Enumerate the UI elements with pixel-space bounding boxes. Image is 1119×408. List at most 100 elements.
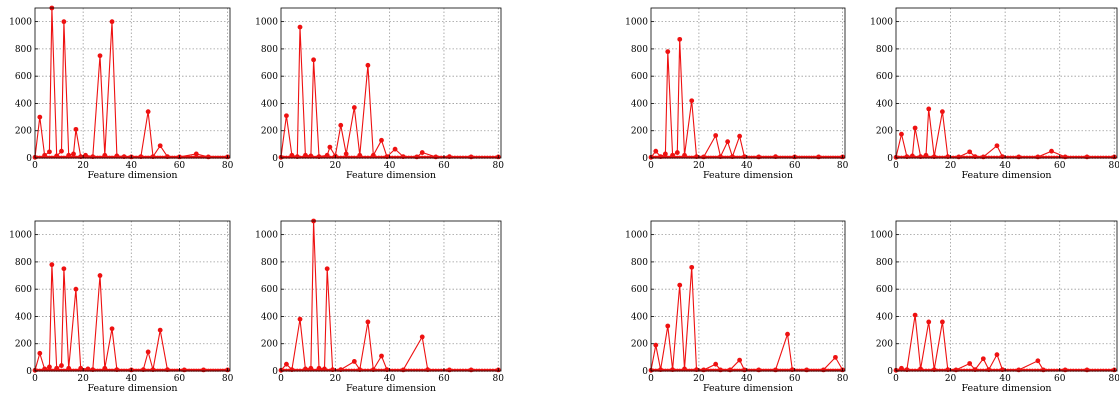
data-point	[109, 326, 115, 332]
x-tick-label: 60	[174, 374, 186, 384]
x-tick-label: 60	[1054, 161, 1066, 171]
data-point	[1040, 367, 1046, 373]
y-tick-label: 600	[261, 285, 278, 295]
plot-area	[896, 8, 1117, 158]
axes-frame	[650, 7, 846, 159]
data-point	[953, 367, 959, 373]
data-point	[145, 109, 151, 115]
data-point	[677, 36, 683, 42]
y-tick-label: 800	[631, 45, 648, 55]
x-tick-label: 0	[648, 374, 654, 384]
y-tick-label: 600	[631, 285, 648, 295]
y-tick-label: 800	[261, 45, 278, 55]
data-point	[967, 149, 973, 155]
y-tick-label: 400	[876, 99, 893, 109]
data-point	[205, 154, 211, 160]
data-point	[909, 153, 915, 159]
x-tick-label: 20	[77, 161, 89, 171]
data-point	[653, 342, 659, 348]
data-point	[994, 352, 1000, 358]
y-tick-label: 0	[642, 154, 648, 164]
y-tick-label: 800	[876, 258, 893, 268]
data-point	[1062, 367, 1068, 373]
data-point	[102, 365, 108, 371]
data-point	[37, 114, 43, 120]
data-point	[468, 367, 474, 373]
x-tick-label: 40	[384, 161, 396, 171]
y-tick-label: 0	[642, 367, 648, 377]
y-tick-label: 0	[26, 367, 32, 377]
data-point	[926, 319, 932, 325]
y-tick-label: 600	[15, 72, 32, 82]
data-point	[956, 154, 962, 160]
y-tick-label: 0	[26, 154, 32, 164]
y-tick-label: 600	[261, 72, 278, 82]
data-point	[357, 152, 363, 158]
data-point	[324, 152, 330, 158]
data-point	[980, 356, 986, 362]
data-point	[727, 367, 733, 373]
y-tick-label: 1000	[870, 18, 893, 28]
x-tick-label: 60	[1054, 374, 1066, 384]
y-tick-label: 1000	[625, 231, 648, 241]
data-point	[61, 19, 67, 25]
data-point	[324, 266, 330, 272]
data-point	[433, 154, 439, 160]
data-point	[73, 126, 79, 132]
x-tick-label: 80	[493, 161, 505, 171]
x-tick-label: 20	[77, 374, 89, 384]
data-point	[308, 365, 314, 371]
x-tick-label: 20	[693, 161, 705, 171]
data-point	[54, 365, 60, 371]
data-point	[370, 152, 376, 158]
data-point	[316, 365, 322, 371]
x-tick-label: 80	[1109, 374, 1119, 384]
data-point	[980, 154, 986, 160]
data-point	[392, 146, 398, 152]
x-tick-label: 40	[999, 161, 1011, 171]
data-point	[912, 125, 918, 131]
x-axis-label: Feature dimension	[703, 383, 793, 394]
data-point	[665, 323, 671, 329]
data-point	[201, 367, 206, 373]
axes-frame	[34, 7, 231, 159]
data-point	[284, 113, 289, 119]
data-point	[365, 62, 371, 68]
data-point	[49, 262, 55, 268]
y-tick-label: 200	[631, 127, 648, 137]
data-point	[37, 350, 43, 356]
data-point	[1016, 154, 1022, 160]
data-point	[303, 366, 308, 372]
y-tick-label: 400	[15, 99, 32, 109]
data-point	[85, 366, 91, 372]
x-tick-label: 60	[174, 161, 186, 171]
plot-area	[896, 221, 1117, 371]
x-tick-label: 80	[222, 374, 234, 384]
data-point	[102, 152, 108, 158]
data-point	[42, 152, 48, 158]
data-point	[47, 364, 52, 370]
data-point	[157, 143, 163, 149]
y-tick-label: 800	[15, 45, 32, 55]
data-point	[804, 367, 810, 373]
y-tick-label: 1000	[255, 18, 278, 28]
data-point	[42, 366, 48, 372]
data-point	[338, 122, 344, 128]
y-tick-label: 600	[631, 72, 648, 82]
y-tick-label: 200	[15, 127, 32, 137]
y-tick-label: 800	[876, 45, 893, 55]
data-point	[1035, 358, 1041, 364]
data-point	[713, 133, 719, 138]
data-point	[47, 149, 52, 155]
x-tick-label: 80	[493, 374, 505, 384]
data-point	[1062, 154, 1068, 160]
data-point	[742, 367, 747, 373]
data-point	[351, 359, 357, 364]
y-tick-label: 200	[261, 127, 278, 137]
y-tick-label: 0	[272, 154, 278, 164]
plot-area	[281, 8, 501, 158]
data-point	[97, 53, 103, 59]
data-point	[725, 139, 731, 145]
